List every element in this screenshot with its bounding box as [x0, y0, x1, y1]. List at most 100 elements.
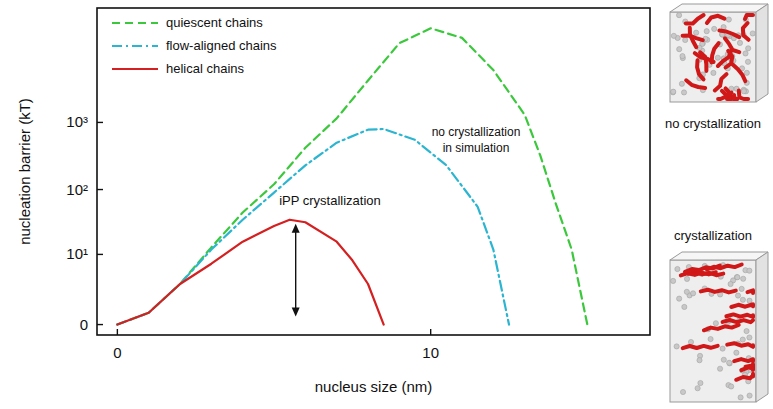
bead	[744, 329, 749, 334]
series-group	[117, 28, 587, 324]
bead	[684, 276, 689, 281]
x-tick-label: 0	[113, 344, 121, 361]
bead	[745, 59, 750, 64]
bead	[741, 89, 746, 94]
chain	[683, 36, 703, 41]
x-tick-label: 10	[422, 344, 439, 361]
bead	[739, 286, 744, 291]
y-tick-label: 10¹	[66, 245, 88, 262]
chain	[745, 15, 753, 19]
chain	[727, 343, 753, 347]
bead	[697, 358, 702, 363]
bead	[735, 275, 740, 280]
chain	[719, 31, 739, 37]
chain	[731, 304, 753, 307]
bead	[676, 13, 681, 18]
y-tick	[97, 324, 103, 325]
bead	[711, 70, 716, 75]
bead	[721, 357, 726, 362]
inset-label: no crystallization	[665, 116, 761, 131]
bead	[670, 90, 675, 95]
bead	[684, 289, 689, 294]
bead	[726, 17, 731, 22]
bead	[680, 53, 685, 58]
x-tick	[117, 329, 118, 335]
chain	[733, 95, 737, 99]
bead	[738, 395, 743, 400]
bead	[704, 29, 709, 34]
bead	[671, 278, 676, 283]
bead	[720, 346, 725, 351]
barrier-arrow	[292, 224, 300, 317]
simulation-snapshot	[670, 4, 768, 102]
bead	[741, 276, 746, 281]
bead	[715, 55, 720, 60]
y-tick-label: 10³	[66, 113, 88, 130]
chain	[734, 359, 753, 361]
bead	[679, 81, 684, 86]
bead	[694, 30, 699, 35]
legend-swatch	[112, 22, 158, 24]
bead	[743, 51, 748, 56]
arrow-shaft	[295, 230, 296, 311]
bead	[698, 380, 703, 385]
y-axis-title: nucleation barrier (kT)	[16, 98, 33, 245]
y-tick-label: 10²	[66, 181, 88, 198]
bead	[727, 361, 732, 366]
chain	[704, 325, 739, 330]
y-tick	[97, 254, 103, 255]
chain	[741, 364, 753, 370]
bead	[695, 386, 700, 391]
chain	[718, 93, 731, 99]
box-top	[670, 4, 768, 12]
plot-frame	[97, 8, 650, 335]
annotation: no crystallization	[432, 125, 521, 139]
y-tick-label: 0	[80, 316, 88, 333]
bead	[671, 33, 676, 38]
bead	[690, 291, 695, 296]
series-line	[117, 129, 509, 325]
bead	[683, 37, 688, 42]
chart: 0 10¹ 10² 10³ 0 10 nucleus size (nm) nucleation…	[0, 0, 773, 409]
chain	[739, 91, 748, 100]
bead	[681, 90, 686, 95]
x-tick	[430, 329, 431, 335]
x-axis-title: nucleus size (nm)	[315, 378, 433, 395]
bead	[677, 47, 682, 52]
bead	[735, 293, 740, 298]
bead	[746, 46, 751, 51]
bead	[677, 296, 682, 301]
bead	[747, 268, 752, 273]
legend-label: helical chains	[166, 61, 245, 76]
bead	[740, 297, 745, 302]
box-side	[756, 4, 768, 102]
bead	[688, 339, 693, 344]
chain	[733, 65, 746, 82]
chain	[686, 15, 704, 24]
bead	[747, 335, 752, 340]
bead	[671, 89, 676, 94]
chain	[707, 16, 725, 23]
box-side	[756, 252, 768, 402]
y-tick	[97, 189, 103, 190]
annotation: iPP crystallization	[279, 193, 381, 208]
chain	[701, 290, 736, 293]
bead	[737, 40, 742, 45]
inset-label: crystallization	[674, 228, 752, 243]
simulation-snapshot	[670, 252, 768, 402]
chain	[736, 374, 753, 380]
bead	[674, 344, 679, 349]
box-top	[670, 252, 768, 260]
chain	[723, 320, 753, 322]
chain	[748, 290, 754, 293]
bead	[728, 281, 733, 286]
legend-swatch	[112, 45, 158, 47]
bead	[708, 336, 713, 341]
bead	[747, 393, 752, 398]
box-face	[670, 12, 756, 102]
bead	[750, 31, 755, 36]
chain	[712, 43, 719, 62]
bead	[729, 384, 734, 389]
arrow-head	[292, 224, 300, 233]
bead	[747, 298, 752, 303]
